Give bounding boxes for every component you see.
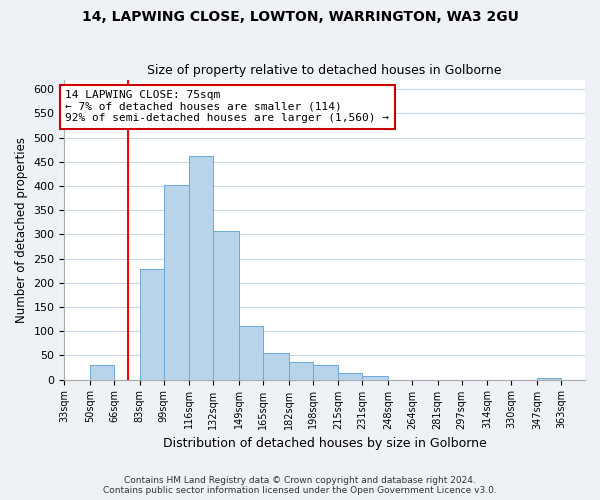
Bar bbox=[140, 269, 164, 380]
Text: 14, LAPWING CLOSE, LOWTON, WARRINGTON, WA3 2GU: 14, LAPWING CLOSE, LOWTON, WARRINGTON, W… bbox=[82, 10, 518, 24]
Bar bbox=[362, 376, 388, 380]
Text: 14 LAPWING CLOSE: 75sqm
← 7% of detached houses are smaller (114)
92% of semi-de: 14 LAPWING CLOSE: 75sqm ← 7% of detached… bbox=[65, 90, 389, 124]
Bar bbox=[214, 230, 239, 380]
Bar bbox=[537, 378, 561, 380]
Title: Size of property relative to detached houses in Golborne: Size of property relative to detached ho… bbox=[148, 64, 502, 77]
Bar bbox=[263, 354, 289, 380]
Bar bbox=[338, 374, 362, 380]
Bar bbox=[289, 362, 313, 380]
Y-axis label: Number of detached properties: Number of detached properties bbox=[15, 136, 28, 322]
X-axis label: Distribution of detached houses by size in Golborne: Distribution of detached houses by size … bbox=[163, 437, 487, 450]
Bar bbox=[313, 365, 338, 380]
Bar bbox=[189, 156, 214, 380]
Text: Contains HM Land Registry data © Crown copyright and database right 2024.
Contai: Contains HM Land Registry data © Crown c… bbox=[103, 476, 497, 495]
Bar bbox=[239, 326, 263, 380]
Bar bbox=[90, 365, 114, 380]
Bar bbox=[164, 184, 189, 380]
